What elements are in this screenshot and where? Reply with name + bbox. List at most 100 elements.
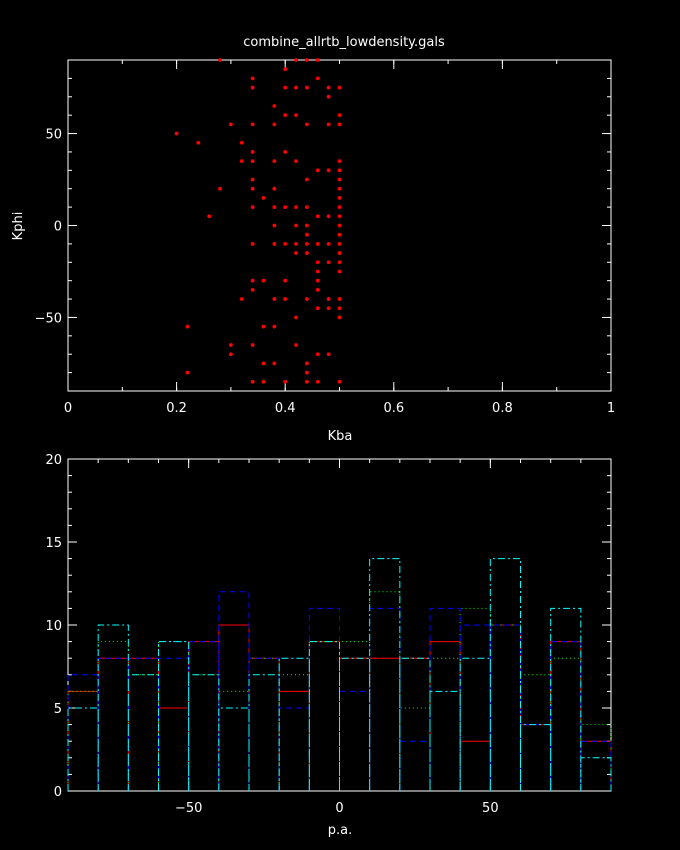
scatter-point <box>250 150 255 154</box>
scatter-point <box>315 287 320 292</box>
scatter-point <box>239 297 244 301</box>
scatter-point <box>305 232 309 237</box>
histogram-series-line <box>67 591 612 791</box>
scatter-point <box>250 287 255 292</box>
scatter-point <box>337 113 342 118</box>
scatter-point <box>261 196 266 200</box>
scatter-point <box>272 223 277 228</box>
scatter-point <box>294 241 298 246</box>
scatter-point <box>207 214 212 219</box>
x-tick-label: 0.6 <box>383 401 404 416</box>
scatter-point <box>305 297 309 301</box>
x-tick-label: 1 <box>607 401 615 416</box>
y-tick-label: 0 <box>54 785 62 800</box>
scatter-point <box>337 379 342 384</box>
scatter-point <box>326 241 331 246</box>
histogram-series-line <box>67 558 612 791</box>
scatter-point <box>315 168 320 173</box>
scatter-point <box>337 306 342 311</box>
y-tick-label: 0 <box>54 220 62 235</box>
scatter-point <box>294 58 298 62</box>
scatter-point <box>294 85 298 90</box>
scatter-point <box>294 315 298 320</box>
scatter-point <box>326 85 331 90</box>
scatter-point <box>305 58 309 62</box>
scatter-point <box>239 159 244 164</box>
scatter-ylabel: Kphi <box>11 212 26 241</box>
scatter-point <box>283 85 288 90</box>
scatter-point <box>250 85 255 90</box>
scatter-point <box>283 67 288 72</box>
scatter-point <box>250 76 255 81</box>
scatter-point <box>272 186 277 191</box>
scatter-point <box>294 113 298 118</box>
scatter-point <box>326 214 331 219</box>
y-tick-label: 15 <box>45 536 62 551</box>
scatter-panel: 0 0.2 0.4 0.6 0.8 1 −50 0 50 Kba Kphi <box>11 58 615 444</box>
scatter-point <box>272 205 277 210</box>
x-tick-label: 0.8 <box>492 401 513 416</box>
scatter-point <box>294 343 298 347</box>
histogram-xlabel: p.a. <box>328 823 352 838</box>
x-tick-label: 0.2 <box>166 401 187 416</box>
scatter-point <box>185 370 190 375</box>
x-tick-label: 0 <box>335 801 343 816</box>
scatter-point <box>337 260 342 265</box>
scatter-point <box>261 361 266 366</box>
scatter-point <box>283 150 288 154</box>
scatter-ticks: 0 0.2 0.4 0.6 0.8 1 −50 0 50 <box>35 59 615 416</box>
scatter-point <box>326 260 331 265</box>
scatter-point <box>305 85 309 90</box>
scatter-point <box>239 140 244 145</box>
scatter-point <box>337 159 342 164</box>
scatter-point <box>315 241 320 246</box>
scatter-point <box>272 122 277 127</box>
scatter-points <box>174 58 342 384</box>
scatter-point <box>250 186 255 191</box>
scatter-point <box>326 122 331 127</box>
y-tick-label: 50 <box>45 128 62 143</box>
scatter-point <box>250 343 255 347</box>
scatter-point <box>337 223 342 228</box>
scatter-point <box>337 205 342 210</box>
scatter-point <box>283 278 288 283</box>
scatter-point <box>337 214 342 219</box>
scatter-point <box>315 379 320 384</box>
scatter-point <box>337 122 342 127</box>
y-tick-label: 5 <box>54 702 62 717</box>
y-tick-label: −50 <box>35 311 62 326</box>
scatter-point <box>294 159 298 164</box>
scatter-point <box>337 232 342 237</box>
scatter-point <box>315 214 320 219</box>
scatter-point <box>250 205 255 210</box>
scatter-point <box>305 122 309 127</box>
scatter-point <box>337 168 342 173</box>
scatter-point <box>337 186 342 191</box>
scatter-point <box>229 343 233 347</box>
scatter-point <box>250 241 255 246</box>
scatter-point <box>294 251 298 255</box>
histogram-ticks: −50 0 50 0 5 10 15 20 <box>45 453 612 816</box>
x-tick-label: −50 <box>175 801 202 816</box>
scatter-point <box>337 269 342 274</box>
scatter-point <box>337 315 342 320</box>
scatter-point <box>261 379 266 384</box>
scatter-point <box>315 278 320 283</box>
scatter-point <box>326 352 331 357</box>
scatter-point <box>294 205 298 210</box>
scatter-point <box>272 324 277 329</box>
scatter-point <box>305 223 309 228</box>
scatter-point <box>326 297 331 301</box>
scatter-point <box>326 306 331 311</box>
scatter-point <box>272 159 277 164</box>
x-tick-label: 0.4 <box>275 401 296 416</box>
scatter-point <box>250 379 255 384</box>
scatter-point <box>315 306 320 311</box>
histogram-series-line <box>67 591 612 791</box>
scatter-point <box>229 122 233 127</box>
scatter-point <box>337 241 342 246</box>
scatter-point <box>326 168 331 173</box>
scatter-xlabel: Kba <box>328 429 353 444</box>
scatter-point <box>272 361 277 366</box>
